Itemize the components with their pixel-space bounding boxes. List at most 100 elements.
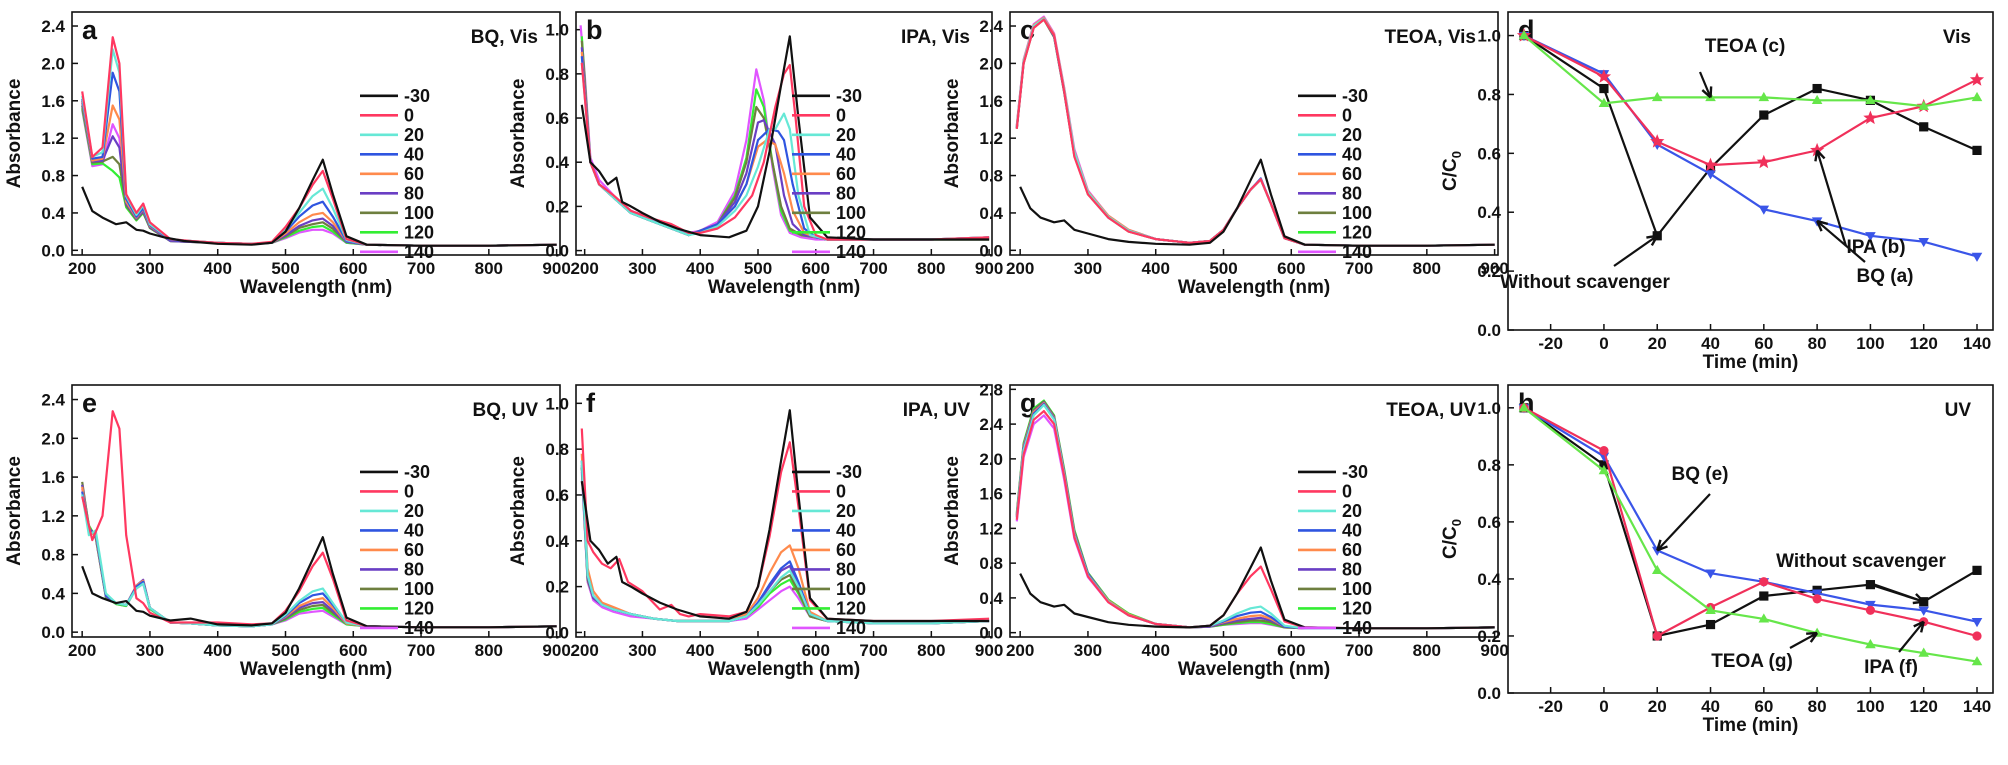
- y-tick-label: 0.8: [979, 554, 1003, 573]
- legend-label: 40: [404, 520, 424, 540]
- data-point: [1972, 145, 1982, 155]
- data-point: [1918, 606, 1930, 616]
- data-point: [1759, 591, 1769, 601]
- legend-label: 120: [1342, 222, 1372, 242]
- y-tick-label: 2.0: [979, 450, 1003, 469]
- x-tick-label: 900: [975, 641, 1003, 660]
- panel-title: BQ, Vis: [471, 27, 538, 48]
- data-point: [1596, 69, 1612, 83]
- plot-area: [1516, 28, 1985, 262]
- legend-label: 80: [404, 183, 424, 203]
- series-line-0: [580, 62, 990, 241]
- y-tick-label: 0.0: [545, 623, 569, 642]
- axes-frame: [1009, 384, 1499, 638]
- y-tick-label: 2.0: [979, 54, 1003, 73]
- series-line-60: [580, 453, 990, 625]
- y-tick-label: 0.0: [979, 624, 1003, 643]
- data-point: [1598, 97, 1610, 107]
- legend-label: 40: [836, 144, 856, 164]
- legend-label: 0: [836, 481, 846, 501]
- series-line-120: [580, 467, 990, 625]
- x-tick-label: 200: [68, 641, 96, 660]
- series-line-40: [81, 491, 557, 629]
- y-tick-label: 1.0: [1477, 27, 1501, 46]
- series-line-20: [1015, 403, 1495, 630]
- panel-title: BQ, UV: [473, 400, 539, 421]
- legend-label: 100: [1342, 579, 1372, 599]
- y-tick-label: 0.8: [1477, 456, 1501, 475]
- annotation-arrow: [1816, 220, 1866, 263]
- x-tick-label: 700: [1345, 641, 1373, 660]
- x-tick-label: 700: [1345, 259, 1373, 278]
- legend-label: -30: [1342, 462, 1368, 482]
- x-tick-label: 400: [1142, 259, 1170, 278]
- series-line-100: [1015, 18, 1495, 247]
- data-point: [1811, 94, 1823, 105]
- annotation-label: BQ (e): [1672, 464, 1729, 485]
- x-tick-label: 400: [1142, 641, 1170, 660]
- legend-label: -30: [404, 462, 430, 482]
- x-axis-label: Wavelength (nm): [708, 277, 860, 298]
- legend-label: 120: [836, 598, 866, 618]
- data-point: [1918, 100, 1930, 110]
- series-line-60: [1015, 16, 1495, 247]
- series-line--30: [580, 35, 990, 241]
- y-tick-label: 0.2: [545, 578, 569, 597]
- x-tick-label: 200: [68, 259, 96, 278]
- data-point: [1598, 465, 1610, 475]
- x-tick-label: 500: [744, 641, 772, 660]
- axes-frame: [71, 384, 561, 638]
- panel-label: b: [586, 15, 603, 45]
- legend-label: 80: [1342, 183, 1362, 203]
- series-line-0: [1015, 18, 1495, 247]
- legend-label: 100: [1342, 203, 1372, 223]
- annotation-arrowhead: [1701, 86, 1713, 99]
- annotation-label: IPA (b): [1846, 237, 1905, 258]
- y-tick-label: 0.6: [545, 486, 569, 505]
- panel-title: TEOA, UV: [1386, 400, 1476, 421]
- y-tick-label: 1.2: [41, 507, 65, 526]
- legend-label: 40: [836, 520, 856, 540]
- x-tick-label: 400: [204, 641, 232, 660]
- y-tick-label: 1.2: [979, 129, 1003, 148]
- series-line-40: [580, 460, 990, 625]
- y-tick-label: 2.4: [979, 17, 1003, 36]
- plot-area: [580, 409, 990, 625]
- chart-panel-f: 200 300 400 500 600 700 800 9000.00.20.40.60.81…: [508, 384, 1003, 680]
- data-point: [1652, 631, 1662, 641]
- legend-label: 60: [404, 164, 424, 184]
- legend-label: 80: [836, 183, 856, 203]
- x-tick-label: -20: [1538, 697, 1563, 716]
- x-tick-label: 200: [1006, 641, 1034, 660]
- annotation-arrow: [1898, 621, 1925, 653]
- y-tick-label: 1.6: [979, 92, 1003, 111]
- legend-label: 20: [836, 125, 856, 145]
- x-tick-label: 60: [1754, 697, 1773, 716]
- y-tick-label: 0.0: [1477, 321, 1501, 340]
- data-point: [1705, 604, 1716, 614]
- x-axis-label: Wavelength (nm): [1178, 659, 1330, 680]
- series-line--30: [580, 409, 990, 623]
- series-line-20: [1015, 17, 1495, 247]
- x-tick-label: 80: [1808, 334, 1827, 353]
- x-tick-label: 300: [136, 259, 164, 278]
- data-point: [1918, 647, 1930, 657]
- axes-frame: [575, 384, 993, 638]
- x-tick-label: 40: [1701, 697, 1720, 716]
- y-tick-label: 0.6: [545, 109, 569, 128]
- data-point: [1599, 445, 1609, 456]
- legend-label: 60: [836, 540, 856, 560]
- annotation-label: BQ (a): [1857, 266, 1914, 287]
- data-point: [1651, 564, 1663, 575]
- series-line-60: [1015, 402, 1495, 630]
- data-point: [1518, 30, 1530, 40]
- y-tick-label: 0.8: [41, 546, 65, 565]
- x-tick-label: 300: [136, 641, 164, 660]
- y-tick-label: 2.4: [979, 415, 1003, 434]
- data-point: [1919, 122, 1929, 132]
- panel-title: UV: [1945, 400, 1972, 421]
- x-tick-label: 300: [1074, 641, 1102, 660]
- panel-title: IPA, Vis: [901, 27, 970, 48]
- legend-label: -30: [1342, 86, 1368, 106]
